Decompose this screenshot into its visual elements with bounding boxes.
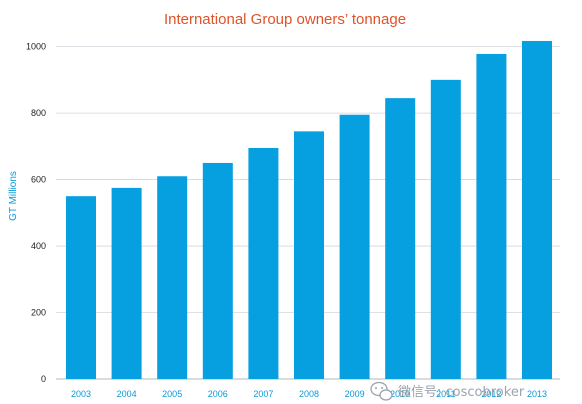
y-tick-label: 0 <box>41 374 46 384</box>
x-tick-label: 2011 <box>436 389 455 399</box>
x-tick-label: 2004 <box>117 389 137 399</box>
bar-2007 <box>248 147 279 379</box>
watermark: 微信号: coscobroker <box>370 381 525 401</box>
x-tick-label: 2006 <box>208 389 228 399</box>
x-tick-label: 2012 <box>481 389 501 399</box>
x-tick-label: 2010 <box>390 389 410 399</box>
y-tick-label: 600 <box>31 175 46 185</box>
wechat-icon <box>370 381 393 401</box>
y-tick-label: 400 <box>31 241 46 251</box>
y-axis-ticks: 0 200 400 600 800 1000 <box>26 42 46 384</box>
bar-2010 <box>385 98 416 379</box>
x-tick-label: 2003 <box>71 389 91 399</box>
bar-2008 <box>294 131 324 379</box>
bar-2012 <box>476 53 507 379</box>
watermark-text: 微信号: coscobroker <box>398 385 525 400</box>
x-tick-label: 2009 <box>345 389 365 399</box>
bar-2003 <box>66 196 96 379</box>
y-axis-label: GT Millions <box>8 171 19 221</box>
y-tick-label: 1000 <box>26 42 46 52</box>
bar-2006 <box>202 162 233 379</box>
x-tick-label: 2007 <box>253 389 273 399</box>
x-tick-label: 2008 <box>299 389 319 399</box>
y-tick-label: 800 <box>31 108 46 118</box>
bars <box>66 40 552 380</box>
chart-title: International Group owners’ tonnage <box>164 11 406 28</box>
x-tick-label: 2013 <box>527 389 547 399</box>
bar-2011 <box>430 79 461 379</box>
bar-2013 <box>522 40 552 380</box>
bar-2005 <box>157 176 188 379</box>
y-tick-label: 200 <box>31 308 46 318</box>
x-axis-ticks: 2003 2004 2005 2006 2007 2008 2009 2010 2011 2012… <box>71 389 547 399</box>
bar-2004 <box>111 187 142 379</box>
bar-2009 <box>339 114 370 379</box>
x-tick-label: 2005 <box>162 389 182 399</box>
